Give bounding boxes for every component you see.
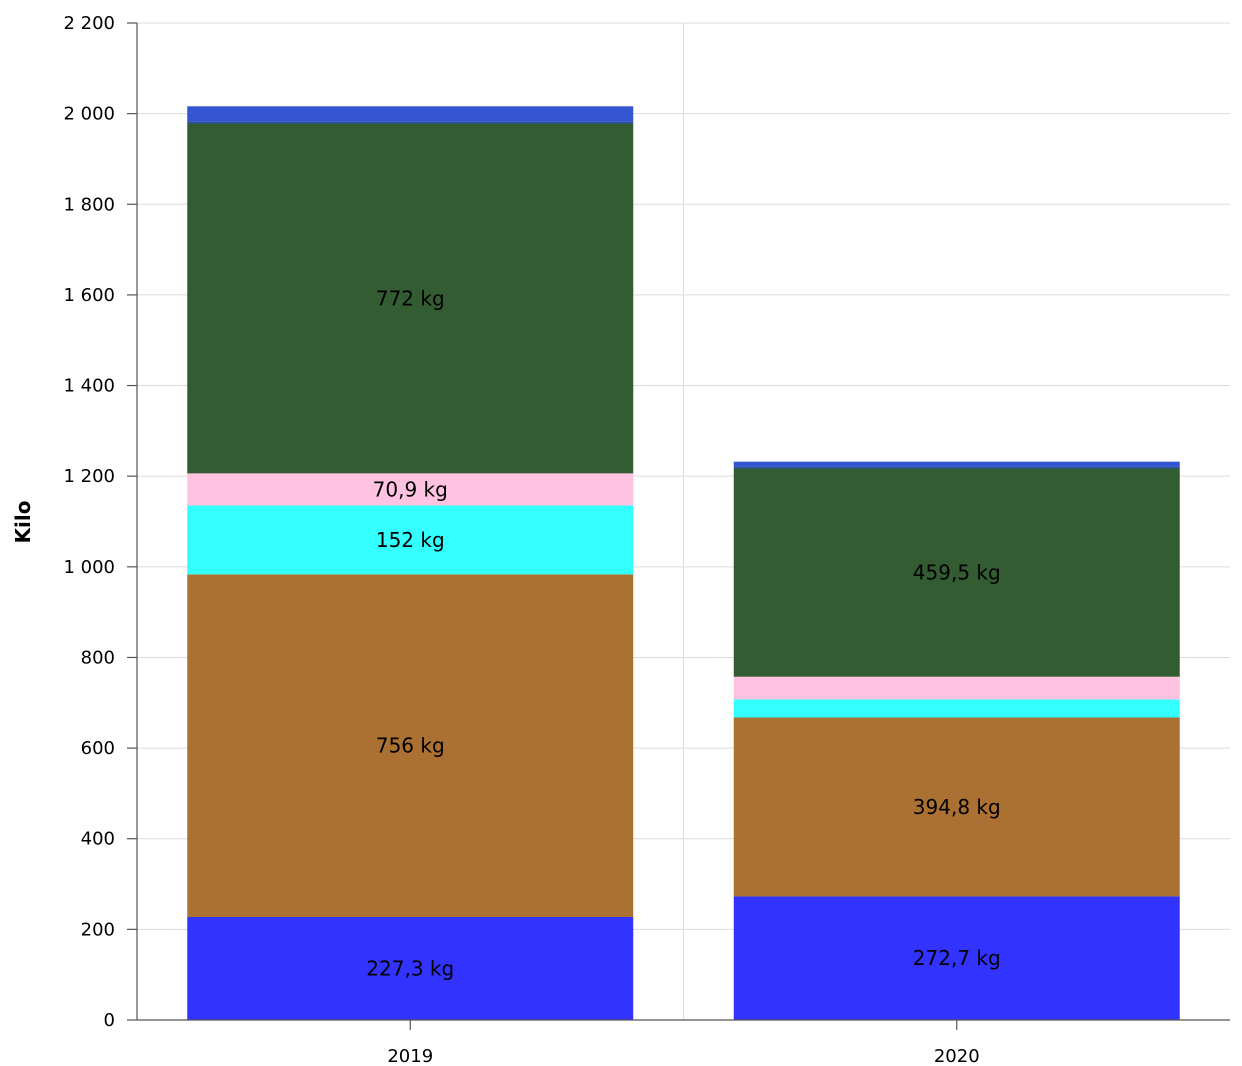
bar-segment (733, 468, 1180, 677)
y-tick-label: 1 400 (63, 376, 115, 397)
bar-segment (187, 106, 634, 122)
data-label: 756 kg (376, 734, 445, 758)
bar-segment (187, 505, 634, 575)
bar-segment (187, 121, 634, 124)
y-tick-label: 2 000 (63, 104, 115, 125)
y-tick-label: 0 (104, 1010, 115, 1031)
y-tick-label: 600 (81, 738, 115, 759)
bar-segment (187, 473, 634, 506)
bars (187, 106, 1180, 1020)
y-tick-label: 1 000 (63, 557, 115, 578)
bar-segment (733, 466, 1180, 469)
bar-segment (733, 676, 1180, 700)
y-tick-label: 1 600 (63, 285, 115, 306)
y-axis-title: Kilo (11, 501, 35, 544)
bar-segment (187, 574, 634, 917)
bar-segment (733, 461, 1180, 467)
y-tick-label: 2 200 (63, 13, 115, 34)
y-tick-label: 200 (81, 919, 115, 940)
data-label: 394,8 kg (913, 795, 1001, 819)
bar-segment (733, 717, 1180, 897)
axes: 0 200 400 600 800 1 000 1 200 1 400 1 600 1 800 2 … (63, 13, 1230, 1066)
data-label: 152 kg (376, 528, 445, 552)
y-tick-label: 1 200 (63, 466, 115, 487)
x-tick-label: 2019 (387, 1046, 433, 1066)
y-tick-label: 1 800 (63, 194, 115, 215)
data-label: 772 kg (376, 286, 445, 310)
bar-segment (187, 916, 634, 1020)
data-label: 227,3 kg (366, 956, 454, 980)
segment-labels: 227,3 kg 756 kg 152 kg 70,9 kg 772 kg 272,7 k… (366, 286, 1000, 980)
y-tick-label: 800 (81, 647, 115, 668)
data-label: 272,7 kg (913, 946, 1001, 970)
bar-segment (733, 699, 1180, 718)
bar-segment (733, 896, 1180, 1020)
x-tick-label: 2020 (934, 1046, 980, 1066)
bar-segment (187, 123, 634, 474)
data-label: 459,5 kg (913, 561, 1001, 585)
y-tick-label: 400 (81, 829, 115, 850)
data-label: 70,9 kg (373, 477, 448, 501)
